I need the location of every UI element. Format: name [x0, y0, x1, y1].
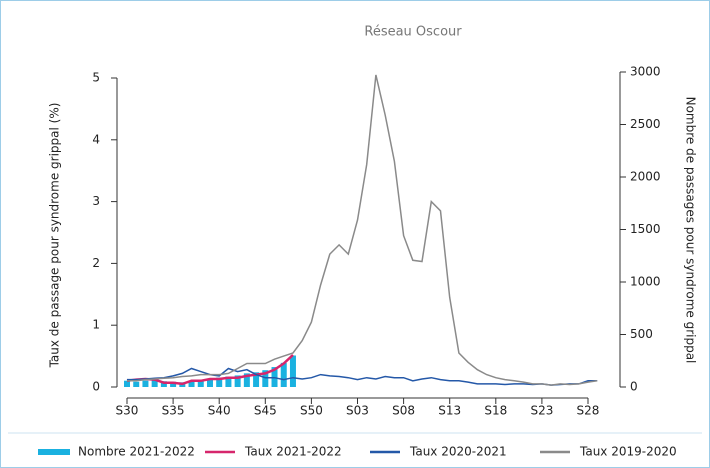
legend-label: Taux 2021-2022	[244, 445, 342, 459]
y2-tick-label: 2500	[630, 117, 661, 131]
bar	[133, 381, 140, 387]
x-tick-label: S35	[162, 404, 185, 418]
y-tick-label: 2	[92, 256, 100, 270]
bar	[206, 378, 213, 387]
y2-tick-label: 0	[630, 380, 638, 394]
y2-tick-label: 1000	[630, 275, 661, 289]
bar	[160, 381, 167, 387]
bar	[216, 377, 223, 387]
bar	[253, 372, 260, 387]
x-tick-label: S03	[346, 404, 369, 418]
bar	[243, 373, 250, 387]
x-tick-label: S13	[438, 404, 461, 418]
bar	[151, 379, 158, 387]
x-tick-label: S40	[208, 404, 231, 418]
legend-label: Taux 2019-2020	[579, 445, 677, 459]
line	[127, 74, 598, 386]
y-axis-label: Taux de passage pour syndrome grippal (%…	[48, 103, 62, 369]
x-tick-label: S18	[484, 404, 507, 418]
bar	[124, 380, 130, 387]
y2-tick-label: 3000	[630, 65, 661, 79]
legend-swatch	[38, 449, 70, 455]
y-tick-label: 0	[92, 380, 100, 394]
x-tick-label: S30	[116, 404, 139, 418]
line	[127, 367, 598, 386]
x-tick-label: S28	[577, 404, 600, 418]
bar	[142, 380, 149, 387]
y2-tick-label: 1500	[630, 222, 661, 236]
bar	[262, 370, 269, 387]
bar	[280, 362, 287, 387]
y2-tick-label: 2000	[630, 170, 661, 184]
x-tick-label: S08	[392, 404, 415, 418]
bar	[225, 376, 232, 387]
x-tick-label: S50	[300, 404, 323, 418]
bar	[170, 381, 177, 387]
y-tick-label: 5	[92, 71, 100, 85]
legend-label: Nombre 2021-2022	[78, 445, 195, 459]
y2-tick-label: 500	[630, 327, 653, 341]
y-tick-label: 3	[92, 194, 100, 208]
legend-label: Taux 2020-2021	[409, 445, 507, 459]
y-tick-label: 4	[92, 132, 100, 146]
x-tick-label: S23	[530, 404, 553, 418]
bar	[234, 375, 241, 387]
bar	[289, 355, 296, 387]
bar	[188, 380, 195, 387]
y-tick-label: 1	[92, 318, 100, 332]
y2-axis-label: Nombre de passages pour syndrome grippal	[684, 97, 698, 364]
chart-title: Réseau Oscour	[364, 25, 462, 40]
bar	[197, 379, 204, 387]
x-tick-label: S45	[254, 404, 277, 418]
